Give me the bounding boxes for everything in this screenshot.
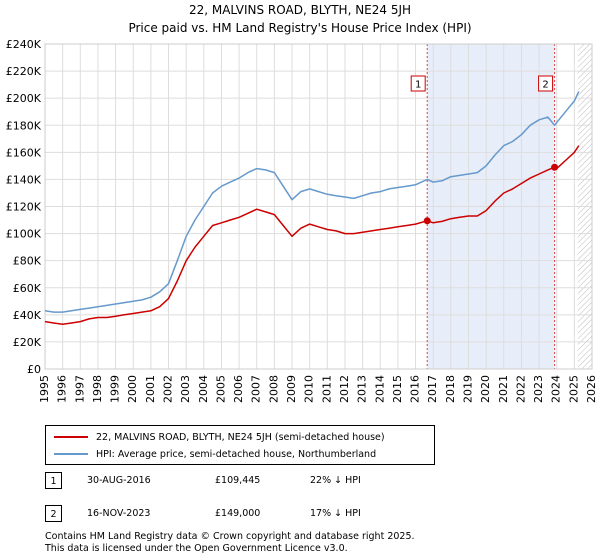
x-tick-label: 2019 bbox=[461, 375, 474, 403]
transaction-badge: 1 bbox=[45, 472, 62, 489]
x-tick-label: 2005 bbox=[214, 375, 227, 403]
x-tick-label: 2017 bbox=[426, 375, 439, 403]
series-line-property bbox=[44, 145, 580, 326]
transaction-point bbox=[551, 163, 559, 171]
y-tick-label: £100K bbox=[6, 228, 42, 241]
transaction-hpi-diff: 17% ↓ HPI bbox=[310, 508, 361, 519]
x-tick-label: 1995 bbox=[38, 375, 51, 403]
plot-frame bbox=[44, 43, 593, 370]
x-tick-label: 2015 bbox=[391, 375, 404, 403]
y-tick-label: £200K bbox=[6, 92, 42, 105]
x-tick-label: 1996 bbox=[56, 375, 69, 403]
transaction-row: 1 30-AUG-2016 £109,445 22% ↓ HPI bbox=[45, 472, 445, 492]
x-tick-label: 2018 bbox=[444, 375, 457, 403]
x-tick-label: 2002 bbox=[162, 375, 175, 403]
x-tick-label: 2013 bbox=[356, 375, 369, 403]
transaction-price: £149,000 bbox=[215, 508, 261, 519]
x-tick-label: 2012 bbox=[338, 375, 351, 403]
x-tick-label: 2020 bbox=[479, 375, 492, 403]
y-tick-label: £140K bbox=[6, 173, 42, 186]
series-line-hpi bbox=[44, 91, 580, 313]
x-tick-label: 2022 bbox=[514, 375, 527, 403]
x-tick-label: 2011 bbox=[320, 375, 333, 403]
x-tick-label: 1997 bbox=[73, 375, 86, 403]
x-tick-label: 2016 bbox=[409, 375, 422, 403]
x-tick-label: 2025 bbox=[567, 375, 580, 403]
legend-swatch-hpi bbox=[54, 453, 88, 455]
x-tick-label: 2003 bbox=[179, 375, 192, 403]
transaction-price: £109,445 bbox=[215, 475, 261, 486]
y-tick-label: £240K bbox=[6, 38, 42, 51]
x-tick-label: 2004 bbox=[197, 375, 210, 403]
x-tick-label: 2000 bbox=[126, 375, 139, 403]
transaction-date: 16-NOV-2023 bbox=[87, 508, 151, 519]
transaction-label-number: 2 bbox=[542, 80, 548, 91]
footer-copyright: Contains HM Land Registry data © Crown c… bbox=[45, 531, 415, 542]
y-tick-label: £80K bbox=[13, 255, 42, 268]
transaction-point bbox=[423, 217, 431, 225]
transaction-row: 2 16-NOV-2023 £149,000 17% ↓ HPI bbox=[45, 505, 445, 525]
legend-item-property: 22, MALVINS ROAD, BLYTH, NE24 5JH (semi-… bbox=[54, 429, 385, 445]
x-tick-label: 2010 bbox=[303, 375, 316, 403]
price-chart: £0 £20K £40K £60K £80K £100K £120K £140K £160K £1… bbox=[6, 38, 598, 403]
legend-item-hpi: HPI: Average price, semi-detached house,… bbox=[54, 446, 376, 462]
y-tick-label: £220K bbox=[6, 65, 42, 78]
x-tick-label: 1999 bbox=[109, 375, 122, 403]
transaction-badge: 2 bbox=[45, 505, 62, 522]
transaction-label-box bbox=[410, 75, 426, 92]
legend: 22, MALVINS ROAD, BLYTH, NE24 5JH (semi-… bbox=[45, 425, 435, 465]
y-tick-label: £180K bbox=[6, 119, 42, 132]
y-tick-label: £120K bbox=[6, 201, 42, 214]
y-tick-label: £40K bbox=[13, 309, 42, 322]
y-tick-label: £0 bbox=[27, 363, 41, 376]
y-tick-label: £20K bbox=[13, 336, 42, 349]
x-tick-label: 2021 bbox=[497, 375, 510, 403]
x-tick-label: 2006 bbox=[232, 375, 245, 403]
x-tick-label: 2007 bbox=[250, 375, 263, 403]
chart-subtitle: Price paid vs. HM Land Registry's House … bbox=[128, 21, 472, 35]
x-tick-label: 2026 bbox=[585, 375, 598, 403]
x-tick-label: 2008 bbox=[267, 375, 280, 403]
x-tick-label: 2024 bbox=[550, 375, 563, 403]
transaction-date: 30-AUG-2016 bbox=[87, 475, 151, 486]
x-tick-label: 2001 bbox=[144, 375, 157, 403]
y-tick-label: £160K bbox=[6, 146, 42, 159]
x-tick-label: 2014 bbox=[373, 375, 386, 403]
transaction-label-number: 1 bbox=[415, 80, 421, 91]
legend-swatch-property bbox=[54, 436, 88, 438]
legend-label-hpi: HPI: Average price, semi-detached house,… bbox=[96, 448, 377, 460]
chart-title: 22, MALVINS ROAD, BLYTH, NE24 5JH bbox=[188, 3, 412, 17]
x-tick-label: 2023 bbox=[532, 375, 545, 403]
x-tick-label: 1998 bbox=[91, 375, 104, 403]
x-tick-label: 2009 bbox=[285, 375, 298, 403]
y-tick-label: £60K bbox=[13, 282, 42, 295]
footer-licence: This data is licensed under the Open Gov… bbox=[45, 543, 348, 554]
transaction-label-box bbox=[538, 75, 554, 92]
transaction-hpi-diff: 22% ↓ HPI bbox=[310, 475, 361, 486]
legend-label-property: 22, MALVINS ROAD, BLYTH, NE24 5JH (semi-… bbox=[96, 431, 385, 443]
